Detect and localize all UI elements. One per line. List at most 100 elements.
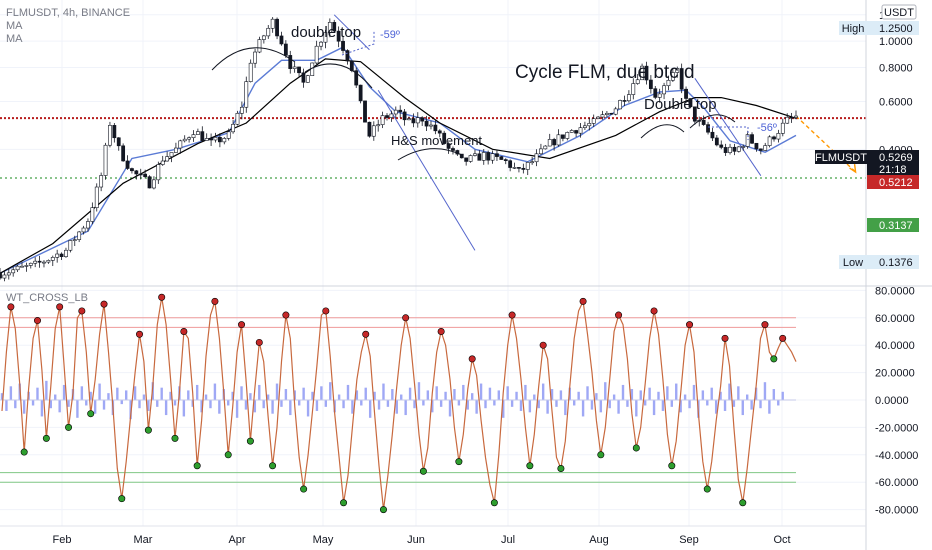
candle — [24, 265, 29, 267]
candle — [732, 146, 737, 152]
candle — [310, 62, 315, 76]
candle — [464, 157, 469, 162]
candle — [442, 132, 447, 144]
trendline-0 — [333, 14, 370, 51]
candle — [433, 124, 438, 132]
candle — [688, 98, 693, 108]
high-tag-value: 1.2500 — [879, 23, 913, 35]
candle — [178, 140, 183, 149]
y-tick-price: 1.0000 — [879, 36, 913, 48]
candle — [719, 144, 724, 148]
candle — [288, 55, 293, 69]
cross-up-dot — [269, 462, 277, 470]
low-tag-value: 0.1376 — [879, 257, 913, 269]
candle — [99, 175, 104, 188]
candle — [130, 168, 134, 172]
candle — [152, 179, 156, 189]
candle — [437, 130, 442, 134]
y-tick-osc: -20.0000 — [875, 422, 918, 434]
double-top-arc-2 — [304, 63, 373, 89]
low-tag-label: Low — [843, 257, 863, 269]
candle — [758, 148, 763, 151]
candle — [389, 113, 394, 118]
y-tick-price: 0.6000 — [879, 96, 913, 108]
candle — [77, 231, 82, 240]
symbol-tag-bg — [815, 150, 867, 164]
candle — [50, 257, 55, 261]
cross-up-dot — [668, 462, 676, 470]
candle — [565, 132, 570, 139]
cross-up-dot — [246, 437, 254, 445]
candle — [292, 66, 297, 69]
candle — [239, 106, 244, 114]
cross-down-dot — [362, 330, 370, 338]
high-tag-value-bg — [867, 21, 919, 35]
x-tick-may: May — [313, 534, 334, 546]
symbol-tag: FLMUSDT — [815, 152, 867, 164]
candle — [794, 115, 798, 118]
candle — [226, 131, 231, 139]
candle — [402, 111, 407, 121]
candle — [556, 134, 561, 146]
candle — [121, 145, 126, 162]
candle — [701, 119, 706, 125]
low-tag-value-bg — [867, 255, 919, 269]
candle — [86, 221, 90, 229]
cross-down-dot — [779, 334, 787, 342]
candle — [319, 41, 323, 47]
candle — [11, 269, 16, 274]
candle — [125, 160, 130, 169]
hs-arc — [397, 148, 463, 161]
annotation-hs: H&S movement — [391, 133, 482, 148]
cross-down-dot — [615, 311, 623, 319]
candle — [407, 118, 411, 121]
annotation-angle-2: -56º — [757, 122, 777, 134]
candle — [679, 68, 684, 90]
candle — [495, 153, 499, 157]
candle — [270, 18, 275, 29]
candle — [6, 272, 11, 276]
cross-down-dot — [468, 355, 476, 363]
cross-down-dot — [136, 330, 144, 338]
candle — [635, 79, 640, 84]
candle — [591, 118, 596, 124]
projection-arrowhead — [849, 163, 857, 174]
candle — [235, 113, 240, 125]
candle — [644, 65, 649, 81]
cross-down-dot — [761, 321, 769, 329]
candle — [503, 159, 508, 161]
candle — [692, 106, 697, 122]
cross-down-dot — [211, 297, 219, 305]
candle — [561, 134, 565, 139]
candle — [371, 125, 376, 137]
y-tick-osc: 40.0000 — [875, 340, 915, 352]
candle — [574, 130, 579, 134]
currency-badge[interactable] — [881, 4, 917, 20]
symbol-title: FLMUSDT, 4h, BINANCE — [6, 7, 130, 19]
candle — [354, 70, 359, 86]
y-tick-osc: 60.0000 — [875, 313, 915, 325]
candle — [275, 18, 279, 37]
candle — [398, 109, 403, 113]
cross-down-dot — [402, 314, 410, 322]
candle — [772, 136, 776, 140]
cross-up-dot — [42, 434, 50, 442]
last-price-tag-bg — [867, 150, 919, 176]
candle — [609, 112, 614, 115]
cross-up-dot — [87, 410, 95, 418]
y-tick-osc: 80.0000 — [875, 285, 915, 297]
candle — [2, 274, 7, 279]
candle — [116, 137, 121, 147]
candle — [622, 100, 627, 102]
x-tick-apr: Apr — [228, 534, 245, 546]
high-tag-label-bg — [839, 21, 867, 35]
candle — [525, 162, 530, 170]
candle — [736, 146, 741, 152]
candle — [138, 173, 143, 176]
candle — [209, 138, 213, 141]
candle — [670, 72, 675, 81]
candle — [327, 22, 332, 33]
candle — [411, 118, 416, 124]
candle — [543, 145, 548, 150]
candle — [196, 131, 200, 135]
